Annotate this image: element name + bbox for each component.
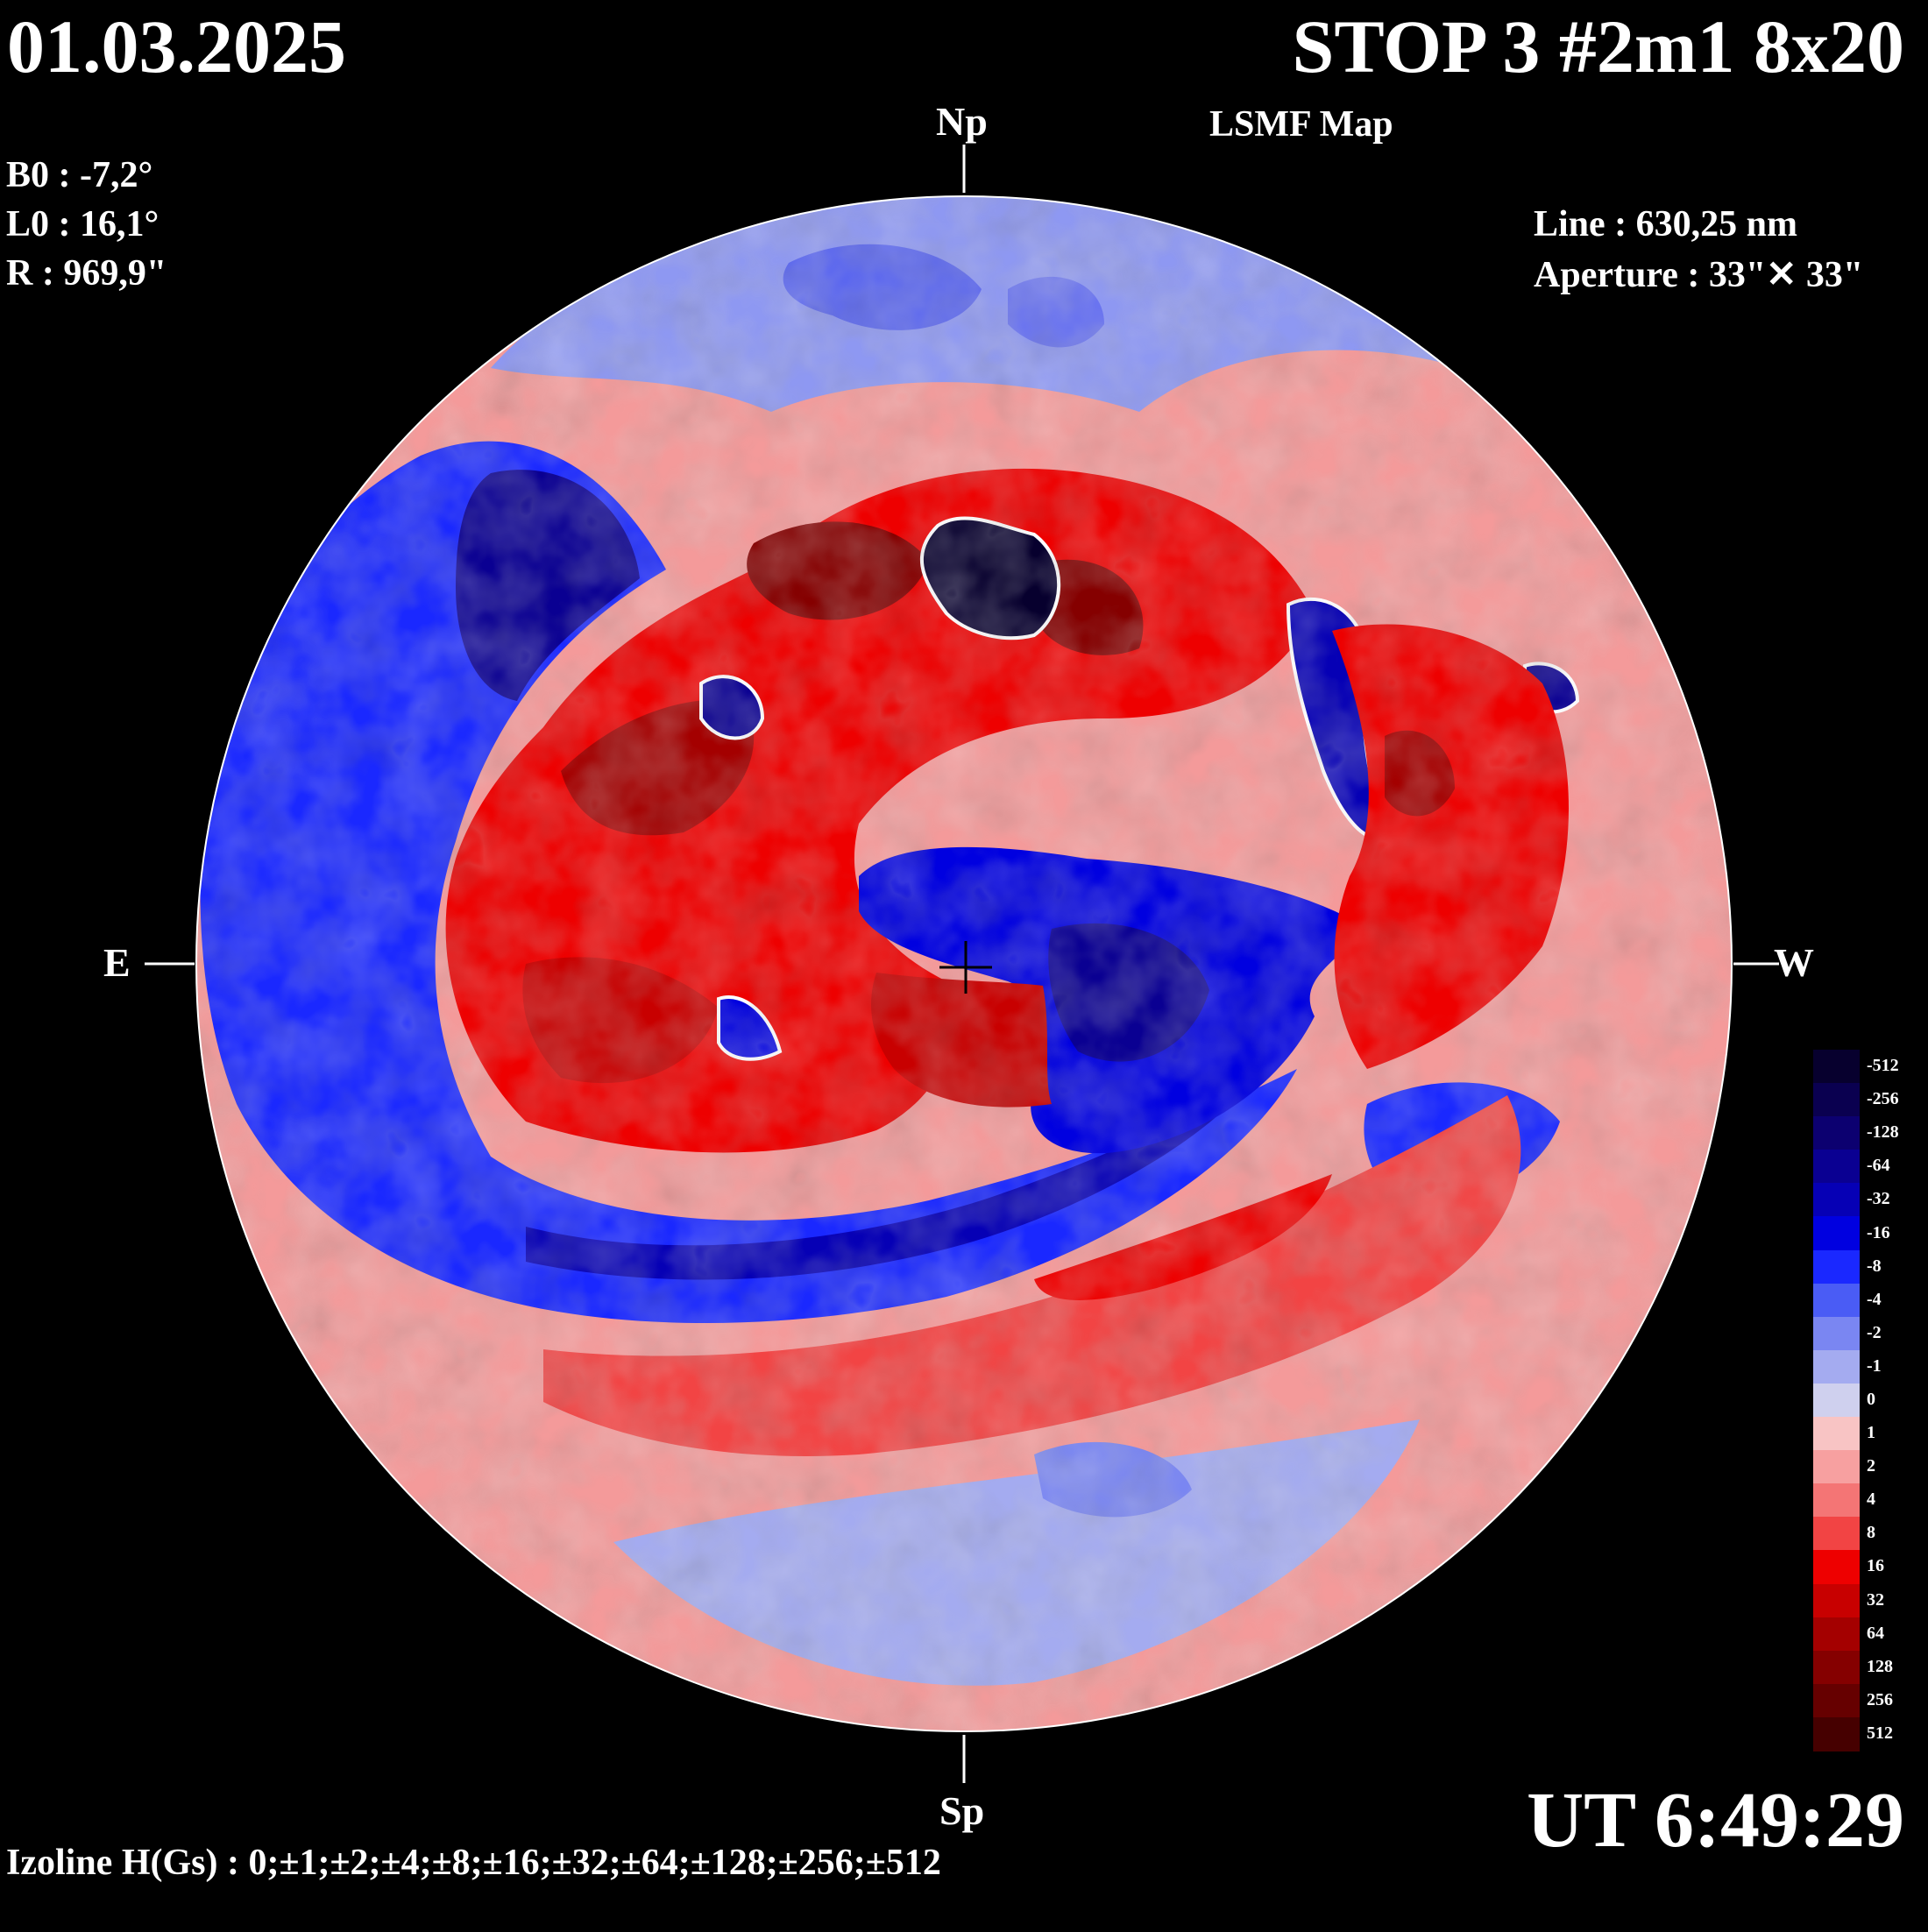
colorbar-swatch [1813,1083,1860,1118]
west-label: W [1774,940,1814,985]
colorbar-label: 4 [1867,1490,1875,1510]
colorbar-swatch [1813,1517,1860,1552]
param-radius: R : 969,9" [6,253,167,294]
param-b0: B0 : -7,2° [6,155,153,195]
colorbar-label: 16 [1867,1556,1884,1576]
colorbar-label: -64 [1867,1156,1890,1176]
colorbar-swatch [1813,1150,1860,1185]
colorbar-swatch [1813,1183,1860,1218]
colorbar-label: 0 [1867,1390,1875,1409]
colorbar-label: 512 [1867,1723,1893,1743]
param-l0: L0 : 16,1° [6,204,159,244]
colorbar-label: 64 [1867,1623,1884,1643]
colorbar-swatch [1813,1550,1860,1585]
south-label: Sp [939,1788,985,1833]
isoline-levels: Izoline H(Gs) : 0;±1;±2;±4;±8;±16;±32;±6… [6,1843,941,1883]
colorbar-swatch [1813,1383,1860,1419]
colorbar-swatch [1813,1283,1860,1318]
colorbar-label: 128 [1867,1656,1893,1676]
colorbar-label: -2 [1867,1322,1882,1342]
observation-date: 01.03.2025 [7,4,346,88]
colorbar-label: -1 [1867,1355,1882,1376]
colorbar-swatch [1813,1216,1860,1251]
colorbar-label: 32 [1867,1589,1884,1610]
colorbar-swatch [1813,1417,1860,1452]
colorbar-label: 2 [1867,1456,1875,1476]
colorbar-swatch [1813,1450,1860,1485]
colorbar-swatch [1813,1683,1860,1718]
colorbar-swatch [1813,1483,1860,1518]
colorbar-label: -32 [1867,1189,1890,1209]
texture-overlay [196,196,1732,1731]
colorbar-label: 8 [1867,1523,1875,1543]
colorbar-label: -16 [1867,1222,1890,1242]
map-subtitle: LSMF Map [1209,104,1393,145]
aperture: Aperture : 33"✕ 33" [1534,255,1864,295]
colorbar-swatch [1813,1583,1860,1618]
colorbar [1813,1050,1860,1752]
colorbar-swatch [1813,1716,1860,1752]
north-label: Np [936,99,988,144]
colorbar-swatch [1813,1349,1860,1384]
colorbar-swatch [1813,1050,1860,1085]
colorbar-swatch [1813,1249,1860,1284]
colorbar-label: -512 [1867,1056,1899,1076]
colorbar-label: -8 [1867,1256,1882,1276]
solar-disk [196,196,1732,1731]
spectral-line: Line : 630,25 nm [1534,204,1798,244]
colorbar-label: -256 [1867,1089,1899,1109]
east-label: E [103,940,131,985]
colorbar-swatch [1813,1617,1860,1652]
colorbar-swatch [1813,1316,1860,1351]
map-title: STOP 3 #2m1 8x20 [1292,4,1904,88]
disk-outline [195,195,1733,1732]
colorbar-label: -128 [1867,1122,1899,1143]
colorbar-label: -4 [1867,1289,1882,1309]
universal-time: UT 6:49:29 [1527,1777,1904,1864]
colorbar-label: 256 [1867,1689,1893,1709]
colorbar-label: 1 [1867,1423,1875,1443]
colorbar-swatch [1813,1650,1860,1685]
colorbar-swatch [1813,1116,1860,1151]
